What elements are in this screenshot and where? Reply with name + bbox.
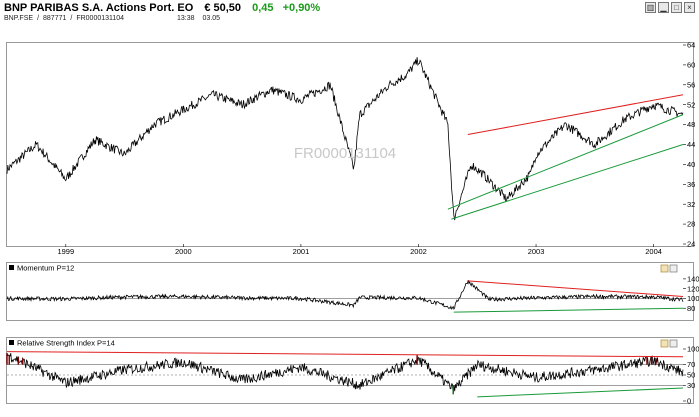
rsi-close-icon[interactable]	[669, 339, 678, 348]
rsi-trendline-red	[6, 351, 684, 358]
momentum-y-tick-label: 120	[687, 284, 699, 293]
momentum-title-marker	[9, 265, 14, 270]
rsi-title-marker	[9, 340, 14, 345]
chart-type-icon[interactable]: ▥	[645, 2, 656, 13]
momentum-y-tick-label: 140	[687, 274, 699, 283]
x-tick-label: 2003	[528, 247, 545, 256]
momentum-settings-icon[interactable]	[660, 264, 669, 273]
x-tick-label: 2000	[175, 247, 192, 256]
symbol: BNP.FSE	[4, 15, 34, 22]
rsi-settings-icon[interactable]	[660, 339, 669, 348]
title-row: BNP PARIBAS S.A. Actions Port. EO € 50,5…	[4, 2, 320, 14]
minimize-icon[interactable]: ▁	[658, 2, 669, 13]
price-trendline-green	[447, 114, 684, 210]
price-y-tick-label: 32	[687, 200, 695, 209]
rsi-y-tick-label: 50	[687, 371, 695, 380]
price-series-line	[6, 57, 684, 221]
momentum-series-line	[6, 280, 684, 310]
window-buttons: ▥ ▁ □ ×	[645, 2, 695, 13]
last-price: € 50,50	[204, 2, 242, 14]
momentum-y-tick-label: 80	[687, 304, 695, 313]
rsi-series-line	[6, 352, 684, 395]
x-tick-label: 2004	[645, 247, 662, 256]
price-change: 0,45	[252, 2, 274, 14]
momentum-close-icon[interactable]	[669, 264, 678, 273]
maximize-icon[interactable]: □	[671, 2, 682, 13]
rsi-trendline-green	[477, 387, 684, 398]
time: 13:38	[177, 15, 195, 22]
timestamp: 13:38 03.05	[177, 15, 220, 22]
isin-watermark: FR0000131104	[294, 145, 396, 162]
wkn: 887771	[43, 15, 67, 22]
identifier-row: BNP.FSE/887771/FR0000131104	[4, 15, 125, 22]
close-icon[interactable]: ×	[684, 2, 695, 13]
price-y-tick-label: 60	[687, 61, 695, 70]
price-y-tick-label: 24	[687, 240, 695, 249]
instrument-name: BNP PARIBAS S.A. Actions Port. EO	[4, 2, 194, 14]
price-y-tick-label: 36	[687, 180, 695, 189]
price-y-tick-label: 28	[687, 220, 695, 229]
price-trendline-green	[451, 144, 684, 220]
price-frame	[6, 42, 694, 247]
x-tick-label: 1999	[57, 247, 74, 256]
price-y-tick-label: 56	[687, 80, 695, 89]
x-tick-label: 2001	[293, 247, 310, 256]
momentum-trendline-red	[467, 280, 684, 297]
price-y-tick-label: 52	[687, 100, 695, 109]
rsi-panel-title: Relative Strength Index P=14	[17, 339, 115, 348]
momentum-panel-title: Momentum P=12	[17, 264, 74, 273]
rsi-y-tick-label: 30	[687, 381, 695, 390]
momentum-frame	[6, 262, 694, 321]
x-tick-label: 2002	[410, 247, 427, 256]
rsi-y-tick-label: 100	[687, 345, 699, 354]
date: 03.05	[202, 15, 221, 22]
isin: FR0000131104	[76, 15, 125, 22]
chart-header: BNP PARIBAS S.A. Actions Port. EO € 50,5…	[0, 0, 699, 22]
rsi-y-tick-label: 70	[687, 360, 695, 369]
price-y-tick-label: 40	[687, 160, 695, 169]
price-y-tick-label: 48	[687, 120, 695, 129]
price-y-tick-label: 44	[687, 140, 695, 149]
price-y-tick-label: 64	[687, 41, 695, 50]
price-trendline-red	[467, 94, 684, 136]
rsi-y-tick-label: 0	[687, 397, 691, 406]
momentum-y-tick-label: 100	[687, 294, 699, 303]
momentum-trendline-green	[453, 307, 684, 313]
price-change-pct: +0,90%	[282, 2, 321, 14]
